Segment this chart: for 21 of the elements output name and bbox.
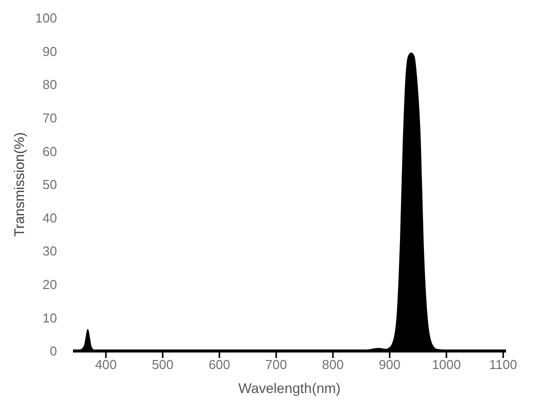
x-tick-label: 700 (265, 357, 288, 372)
x-axis-title: Wavelength(nm) (238, 380, 341, 396)
y-tick-label: 50 (42, 177, 57, 192)
y-tick-label: 80 (42, 77, 57, 92)
y-tick-label: 30 (42, 244, 57, 259)
y-tick-label: 20 (42, 277, 57, 292)
x-tick-label: 1000 (432, 357, 461, 372)
y-tick-label: 90 (42, 44, 57, 59)
x-tick-label: 800 (322, 357, 344, 372)
x-tick-label: 400 (95, 357, 117, 372)
x-tick-label: 600 (208, 357, 230, 372)
x-tick-label: 900 (378, 357, 401, 372)
y-tick-label: 10 (42, 310, 57, 326)
x-tick-label: 500 (152, 357, 174, 372)
y-tick-label: 60 (42, 144, 57, 159)
y-tick-label: 100 (35, 10, 57, 26)
y-tick-label: 70 (42, 110, 57, 126)
y-axis-title: Transmission(%) (11, 132, 27, 237)
x-tick-label: 1100 (489, 357, 518, 372)
y-tick-label: 0 (50, 344, 57, 359)
y-tick-label: 40 (42, 210, 57, 226)
